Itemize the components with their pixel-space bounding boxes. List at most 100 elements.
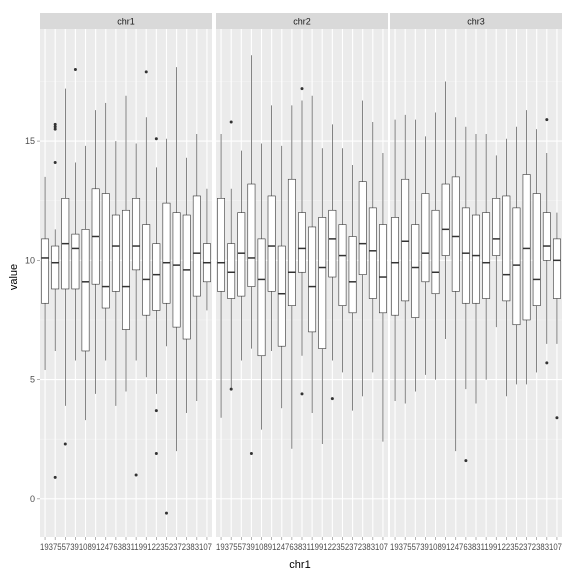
box-iqr (348, 236, 357, 314)
facet-strip-label: chr1 (117, 17, 135, 27)
boxplot-box (172, 67, 181, 452)
box-iqr (318, 217, 327, 349)
y-tick-label: 0 (30, 494, 35, 504)
box-outlier (53, 475, 57, 479)
box-iqr (391, 217, 400, 316)
boxplot-box (318, 148, 327, 444)
box-outlier (555, 416, 559, 420)
box-iqr (267, 195, 276, 292)
boxplot-box (338, 148, 347, 373)
box-outlier (229, 120, 233, 124)
panels-layer: chr1 chr2 chr3 (40, 13, 562, 537)
boxplot-box (411, 119, 420, 392)
boxplot-box (162, 138, 171, 515)
box-iqr (101, 193, 110, 309)
y-tick-label: 15 (25, 136, 35, 146)
boxplot-box (348, 164, 357, 411)
facet-panel-chr1: chr1 (40, 13, 212, 537)
boxplot-box (421, 136, 430, 375)
boxplot-box (71, 68, 80, 361)
box-iqr (162, 202, 171, 304)
boxplot-box (461, 126, 470, 463)
boxplot-box (111, 141, 120, 406)
y-axis: 0 5 10 15 (25, 136, 40, 504)
box-outlier (229, 387, 233, 391)
box-iqr (421, 193, 430, 283)
boxplot-box (522, 110, 531, 385)
boxplot-box (101, 102, 110, 361)
box-iqr (378, 224, 387, 314)
box-iqr (287, 178, 296, 306)
boxplot-box (217, 133, 226, 418)
box-outlier (545, 361, 549, 365)
box-iqr (461, 207, 470, 304)
box-iqr (472, 214, 480, 304)
boxplot-box (227, 120, 236, 391)
box-iqr (451, 176, 460, 292)
y-tick-label: 10 (25, 255, 35, 265)
box-iqr (358, 181, 367, 275)
box-iqr (227, 243, 236, 299)
x-tick-labels-chr1: 1937557391089124763831199122352372383107 (40, 542, 212, 552)
box-iqr (257, 238, 266, 357)
box-iqr (338, 224, 347, 306)
box-iqr (552, 238, 561, 299)
boxplot-box (61, 88, 70, 446)
box-outlier (164, 511, 168, 515)
box-outlier (53, 122, 57, 126)
box-outlier (134, 473, 138, 477)
boxplot-box (391, 119, 400, 402)
boxplot-box (328, 124, 337, 401)
box-outlier (63, 442, 67, 446)
box-iqr (122, 209, 130, 330)
y-tick-label: 5 (30, 375, 35, 385)
boxplot-box (132, 143, 141, 477)
box-outlier (53, 127, 57, 131)
box-iqr (441, 183, 450, 256)
box-iqr (71, 233, 80, 290)
box-iqr (247, 183, 256, 287)
boxplot-box (237, 150, 246, 361)
facet-panel-chr3: chr3 (390, 13, 562, 537)
boxplot-box (247, 55, 256, 456)
box-iqr (172, 212, 181, 328)
boxplot-box (368, 122, 377, 373)
boxplot-box (202, 188, 211, 311)
boxplot-box (41, 176, 50, 371)
box-iqr (522, 174, 531, 321)
boxplot-box (267, 105, 276, 351)
box-iqr (368, 207, 377, 299)
box-outlier (154, 452, 158, 456)
boxplot-box (257, 143, 266, 430)
box-iqr (532, 193, 541, 306)
facet-strip-label: chr3 (467, 17, 485, 27)
y-axis-title: value (8, 264, 20, 290)
box-outlier (300, 87, 304, 91)
box-iqr (41, 238, 50, 304)
facet-strip (216, 13, 388, 29)
boxplot-box (298, 87, 306, 396)
boxplot-box (401, 114, 410, 404)
box-iqr (142, 224, 151, 316)
boxplot-box (492, 155, 501, 328)
boxplot-box (532, 129, 541, 373)
box-outlier (53, 161, 57, 165)
boxplot-box (482, 133, 491, 380)
facet-strip (390, 13, 562, 29)
boxplot-box (512, 126, 521, 385)
box-iqr (111, 214, 120, 292)
box-iqr (512, 207, 521, 326)
box-outlier (545, 118, 549, 122)
box-outlier (330, 397, 334, 401)
box-outlier (144, 70, 148, 74)
x-axis-title: chr1 (289, 559, 310, 571)
x-tick-labels-chr2: 1937557391089124763831199122352372383107 (216, 542, 388, 552)
box-iqr (542, 212, 551, 261)
box-iqr (237, 212, 246, 297)
box-iqr (308, 226, 317, 333)
box-iqr (217, 198, 226, 292)
box-outlier (154, 409, 158, 413)
box-iqr (51, 245, 60, 290)
boxplot-box (81, 145, 90, 421)
